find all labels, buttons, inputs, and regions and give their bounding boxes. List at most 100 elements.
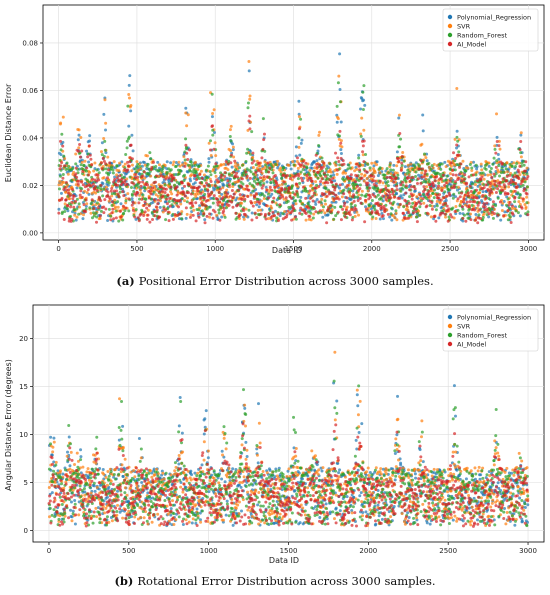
- data-point-a: [150, 165, 154, 169]
- data-point-a: [171, 212, 175, 216]
- data-point-a: [183, 199, 187, 203]
- data-point-a: [485, 201, 489, 205]
- data-point-a: [515, 161, 519, 165]
- data-point-a: [287, 163, 291, 167]
- data-point-a: [208, 170, 212, 174]
- data-point-a: [266, 192, 270, 196]
- data-point-a: [73, 213, 77, 217]
- data-point-a: [207, 160, 211, 164]
- data-point-a: [361, 153, 365, 157]
- data-point-a: [141, 180, 145, 184]
- data-point-a: [493, 179, 497, 183]
- data-point-a: [98, 216, 102, 220]
- data-point-a: [256, 208, 260, 212]
- data-point-a: [418, 205, 422, 209]
- data-point-a: [163, 208, 167, 212]
- data-point-a: [487, 212, 491, 216]
- data-point-a: [519, 131, 523, 135]
- data-point-a: [262, 194, 266, 198]
- data-point-a: [149, 192, 153, 196]
- data-point-a: [412, 207, 416, 211]
- data-point-a: [437, 216, 441, 220]
- data-point-a: [223, 174, 227, 178]
- data-point-a: [301, 202, 305, 206]
- data-point-a: [330, 180, 334, 184]
- data-point-a: [358, 183, 362, 187]
- data-point-a: [136, 216, 140, 220]
- data-point-a: [248, 176, 252, 180]
- data-point-a: [297, 136, 301, 140]
- data-point-a: [137, 201, 141, 205]
- data-point-a: [196, 196, 200, 200]
- data-point-a: [202, 212, 206, 216]
- data-point-a: [526, 210, 530, 214]
- data-point-a: [113, 175, 117, 179]
- data-point-a: [61, 176, 65, 180]
- data-point-a: [449, 164, 453, 168]
- data-point-a: [87, 144, 91, 148]
- data-point-b: [421, 460, 425, 464]
- data-point-a: [325, 221, 329, 225]
- data-point-a: [249, 170, 253, 174]
- data-point-a: [410, 194, 414, 198]
- data-point-a: [470, 168, 474, 172]
- data-point-a: [446, 219, 450, 223]
- data-point-a: [422, 175, 426, 179]
- data-point-a: [175, 180, 179, 184]
- data-point-a: [485, 207, 489, 211]
- data-point-b: [354, 438, 358, 442]
- data-point-a: [461, 216, 465, 220]
- data-point-a: [376, 201, 380, 205]
- data-point-a: [296, 156, 300, 160]
- data-point-a: [74, 172, 78, 176]
- data-point-a: [211, 201, 215, 205]
- data-point-a: [433, 179, 437, 183]
- data-point-a: [523, 203, 527, 207]
- data-point-b: [220, 477, 224, 481]
- data-point-a: [298, 181, 302, 185]
- data-point-a: [71, 167, 75, 171]
- data-point-a: [301, 168, 305, 172]
- data-point-a: [130, 203, 134, 207]
- legend-label-polynomial-regression-a: Polynomial_Regression: [457, 14, 531, 22]
- data-point-a: [422, 185, 426, 189]
- data-point-a: [165, 197, 169, 201]
- data-point-a: [376, 187, 380, 191]
- data-point-a: [234, 168, 238, 172]
- data-point-a: [87, 160, 91, 164]
- data-point-b: [71, 509, 75, 513]
- data-point-a: [108, 161, 112, 165]
- data-point-a: [124, 197, 128, 201]
- data-point-a: [136, 162, 140, 166]
- data-point-a: [244, 170, 248, 174]
- data-point-a: [59, 164, 63, 168]
- data-point-b: [407, 515, 411, 519]
- data-point-a: [80, 160, 84, 164]
- data-point-b: [364, 510, 368, 514]
- data-point-a: [323, 171, 327, 175]
- data-point-a: [388, 163, 392, 167]
- data-point-a: [384, 197, 388, 201]
- data-point-a: [71, 188, 75, 192]
- data-point-a: [206, 188, 210, 192]
- data-point-a: [58, 167, 62, 171]
- data-point-a: [85, 202, 89, 206]
- data-point-a: [407, 210, 411, 214]
- data-point-a: [486, 173, 490, 177]
- data-point-a: [202, 184, 206, 188]
- data-point-a: [165, 160, 169, 164]
- data-point-a: [134, 208, 138, 212]
- data-point-a: [72, 205, 76, 209]
- data-point-a: [345, 196, 349, 200]
- data-point-a: [110, 187, 114, 191]
- data-point-a: [339, 218, 343, 222]
- data-point-a: [362, 179, 366, 183]
- data-point-a: [214, 162, 218, 166]
- data-point-a: [147, 172, 151, 176]
- data-point-a: [395, 188, 399, 192]
- data-point-a: [139, 184, 143, 188]
- data-point-a: [484, 183, 488, 187]
- data-point-a: [337, 159, 341, 163]
- data-point-a: [57, 187, 61, 191]
- data-point-a: [309, 183, 313, 187]
